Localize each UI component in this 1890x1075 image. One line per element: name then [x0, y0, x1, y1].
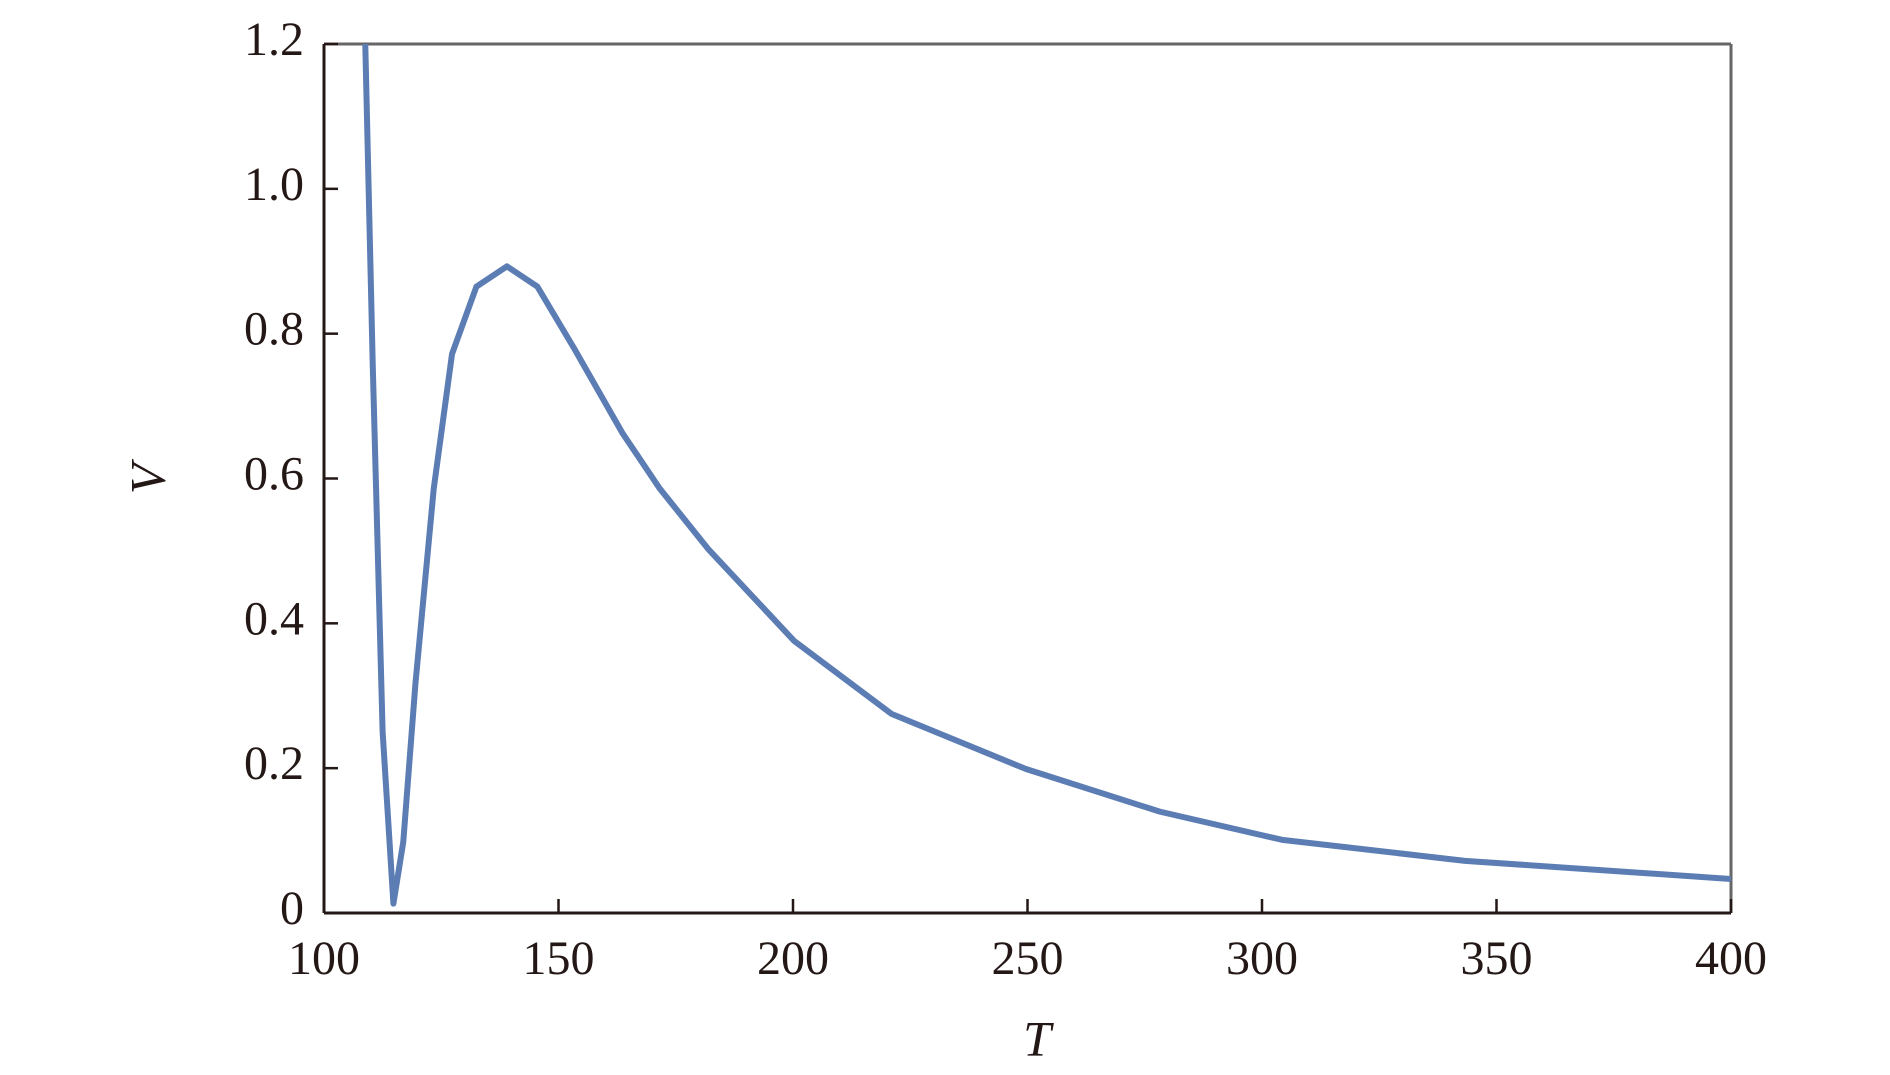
- x-tick-label: 100: [288, 932, 360, 985]
- x-tick-label: 300: [1226, 932, 1298, 985]
- x-tick-label: 400: [1695, 932, 1767, 985]
- y-tick-label: 0.4: [244, 592, 304, 645]
- y-tick-label: 0.6: [244, 448, 304, 501]
- y-axis-title: V: [119, 458, 175, 494]
- x-tick-label: 350: [1461, 932, 1533, 985]
- y-tick-label: 0.8: [244, 303, 304, 356]
- line-series: [362, 44, 1731, 907]
- x-tick-label: 200: [757, 932, 829, 985]
- x-tick-label: 150: [523, 932, 595, 985]
- x-tick-label: 250: [992, 932, 1064, 985]
- y-tick-label: 1.2: [244, 13, 304, 66]
- x-axis-title: T: [1023, 1010, 1054, 1066]
- y-tick-label: 1.0: [244, 158, 304, 211]
- y-tick-label: 0.2: [244, 737, 304, 790]
- y-tick-label: 0: [280, 882, 304, 935]
